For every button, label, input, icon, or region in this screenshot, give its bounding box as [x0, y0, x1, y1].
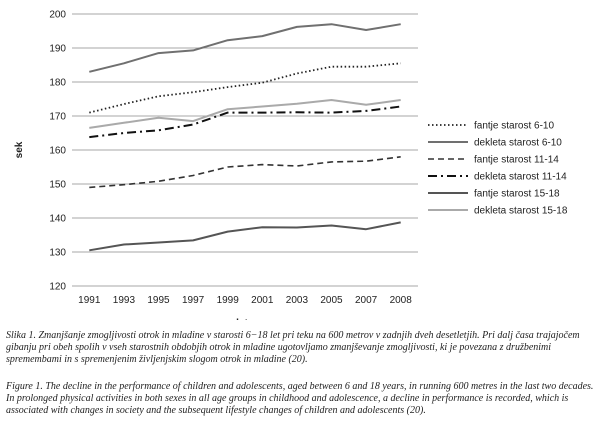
y-tick-label: 140 [49, 214, 66, 225]
x-tick-label: 2008 [390, 295, 413, 306]
series-line [89, 156, 401, 189]
series-line [89, 62, 401, 114]
x-tick-label: 1995 [147, 295, 170, 306]
series-line [89, 105, 401, 139]
x-axis-ticks: 1991 1993 1995 1997 1999 2001 2003 2005 2007 2008 [78, 295, 412, 306]
legend: fantje starost 6-10 dekleta starost 6-10 f… [428, 121, 568, 217]
legend-label: fantje starost 15-18 [474, 189, 560, 200]
x-tick-label: 1991 [78, 295, 101, 306]
legend-label: fantje starost 11-14 [474, 155, 559, 166]
x-tick-label: 1999 [217, 295, 240, 306]
legend-label: dekleta starost 6-10 [474, 138, 562, 149]
grid-lines [72, 13, 418, 253]
x-tick-label: 2005 [320, 295, 343, 306]
x-tick-label: 2007 [355, 295, 378, 306]
x-tick-label: 1993 [113, 295, 136, 306]
x-axis-title: leto [236, 318, 254, 320]
series-lines [89, 23, 401, 252]
y-tick-label: 160 [49, 146, 66, 157]
y-axis-ticks: 120 130 140 150 160 170 180 190 200 [49, 10, 66, 293]
y-tick-label: 180 [49, 78, 66, 89]
caption-english: Figure 1. The decline in the performance… [6, 381, 594, 416]
y-tick-label: 200 [49, 10, 66, 21]
series-line [89, 23, 401, 73]
y-tick-label: 120 [49, 282, 66, 293]
caption-slovene: Slika 1. Zmanjšanje zmogljivosti otrok i… [6, 330, 580, 365]
series-line [89, 221, 401, 252]
series-line [89, 99, 401, 129]
legend-label: fantje starost 6-10 [474, 121, 554, 132]
y-tick-label: 150 [49, 180, 66, 191]
y-axis-title: sek [14, 141, 25, 158]
legend-label: dekleta starost 15-18 [474, 206, 568, 217]
y-tick-label: 190 [49, 44, 66, 55]
y-tick-label: 170 [49, 112, 66, 123]
x-tick-label: 1997 [182, 295, 205, 306]
line-chart: 120 130 140 150 160 170 180 190 200 1991 1993 1995… [14, 10, 568, 321]
legend-label: dekleta starost 11-14 [474, 172, 567, 183]
x-tick-label: 2003 [286, 295, 309, 306]
y-tick-label: 130 [49, 248, 66, 259]
x-tick-label: 2001 [251, 295, 274, 306]
